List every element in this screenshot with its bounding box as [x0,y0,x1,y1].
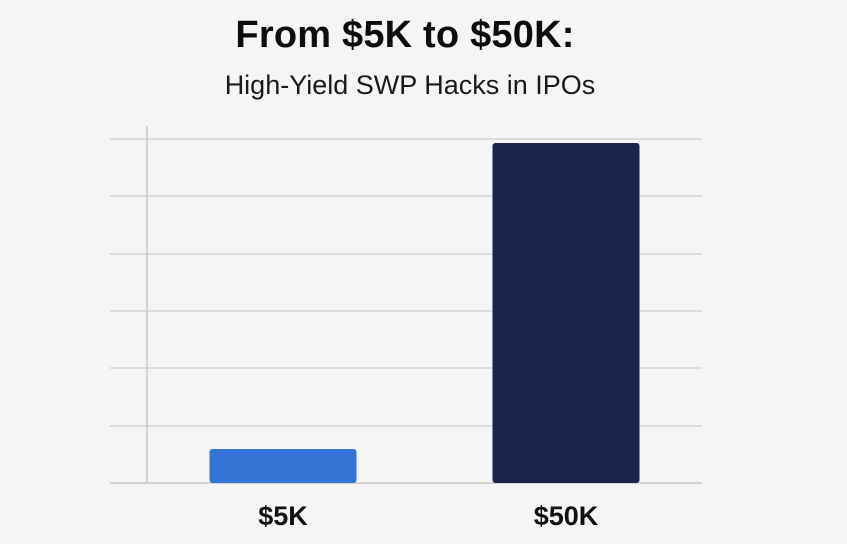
bar [492,143,640,483]
bar [209,449,357,483]
chart-title: From $5K to $50K: [235,14,575,56]
x-tick-label: $50K [534,501,599,531]
chart-subtitle: High-Yield SWP Hacks in IPOs [224,70,596,100]
x-tick-label: $5K [258,501,308,531]
